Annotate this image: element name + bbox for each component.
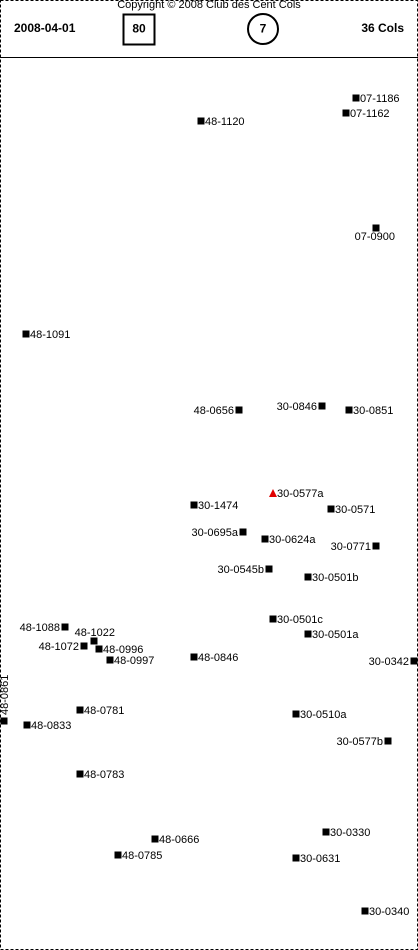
col-marker bbox=[261, 535, 269, 543]
col-label: 30-0631 bbox=[300, 853, 340, 865]
circle-value: 7 bbox=[260, 22, 267, 36]
col-marker bbox=[265, 565, 273, 573]
col-count: 36 Cols bbox=[361, 21, 404, 35]
col-label: 30-0577b bbox=[337, 736, 384, 748]
col-marker bbox=[90, 637, 98, 645]
col-marker bbox=[327, 505, 335, 513]
col-label: 30-0851 bbox=[353, 405, 393, 417]
col-label: 48-1120 bbox=[205, 116, 245, 128]
col-label: 48-0666 bbox=[159, 834, 199, 846]
col-label: 48-0656 bbox=[194, 405, 234, 417]
col-marker bbox=[0, 717, 8, 725]
col-marker bbox=[384, 737, 392, 745]
col-marker bbox=[269, 615, 277, 623]
col-marker bbox=[114, 851, 122, 859]
col-label: 07-1186 bbox=[360, 93, 400, 105]
col-marker bbox=[372, 224, 380, 232]
col-label: 48-0781 bbox=[84, 705, 124, 717]
col-label: 48-0997 bbox=[114, 655, 154, 667]
circle-frame bbox=[247, 13, 279, 45]
col-marker bbox=[372, 542, 380, 550]
col-label: 30-0771 bbox=[331, 541, 371, 553]
col-marker bbox=[190, 501, 198, 509]
col-label: 30-0695a bbox=[192, 527, 239, 539]
col-label: 30-0340 bbox=[369, 906, 409, 918]
col-label: 48-1072 bbox=[39, 641, 79, 653]
col-label: 30-0501c bbox=[277, 614, 323, 626]
col-label: 48-1091 bbox=[30, 329, 70, 341]
date: 2008-04-01 bbox=[14, 21, 76, 35]
col-marker bbox=[151, 835, 159, 843]
col-marker bbox=[352, 94, 360, 102]
col-marker bbox=[80, 642, 88, 650]
box-frame bbox=[122, 13, 156, 46]
col-marker bbox=[61, 623, 69, 631]
col-label: 30-0330 bbox=[330, 827, 370, 839]
col-marker bbox=[239, 528, 247, 536]
col-label: 30-1474 bbox=[198, 500, 238, 512]
copyright: Copyright © 2008 Club des Cent Cols bbox=[117, 0, 301, 11]
col-label: 30-0342 bbox=[369, 656, 409, 668]
col-label: 48-0846 bbox=[198, 652, 238, 664]
col-label: 30-0510a bbox=[300, 709, 347, 721]
col-label: 30-0501a bbox=[312, 629, 359, 641]
col-marker-highlight bbox=[269, 489, 277, 497]
col-marker bbox=[197, 117, 205, 125]
box-value: 80 bbox=[132, 22, 146, 36]
col-marker bbox=[304, 573, 312, 581]
col-marker bbox=[190, 653, 198, 661]
col-label: 30-0501b bbox=[312, 572, 359, 584]
col-marker bbox=[95, 645, 103, 653]
col-marker bbox=[292, 710, 300, 718]
col-label: 48-0783 bbox=[84, 769, 124, 781]
col-label: 48-0996 bbox=[103, 644, 143, 656]
col-marker bbox=[292, 854, 300, 862]
col-label: 48-0861 bbox=[0, 675, 11, 715]
col-marker bbox=[304, 630, 312, 638]
col-label: 30-0624a bbox=[269, 534, 316, 546]
col-marker bbox=[235, 406, 243, 414]
col-label: 30-0545b bbox=[218, 564, 265, 576]
col-label: 48-0833 bbox=[31, 720, 71, 732]
col-label: 48-0785 bbox=[122, 850, 162, 862]
col-marker bbox=[106, 656, 114, 664]
col-marker bbox=[342, 109, 350, 117]
col-marker bbox=[345, 406, 353, 414]
col-label: 07-1162 bbox=[350, 108, 390, 120]
col-label: 30-0846 bbox=[277, 401, 317, 413]
col-label: 48-1088 bbox=[20, 622, 60, 634]
col-label: 30-0571 bbox=[335, 504, 375, 516]
col-label: 07-0900 bbox=[355, 231, 395, 243]
col-marker bbox=[410, 657, 418, 665]
col-marker bbox=[322, 828, 330, 836]
col-marker bbox=[76, 706, 84, 714]
col-marker bbox=[22, 330, 30, 338]
col-marker bbox=[318, 402, 326, 410]
col-label: 30-0577a bbox=[277, 488, 324, 500]
col-marker bbox=[361, 907, 369, 915]
col-marker bbox=[76, 770, 84, 778]
col-marker bbox=[23, 721, 31, 729]
col-label: 48-1022 bbox=[75, 627, 115, 639]
